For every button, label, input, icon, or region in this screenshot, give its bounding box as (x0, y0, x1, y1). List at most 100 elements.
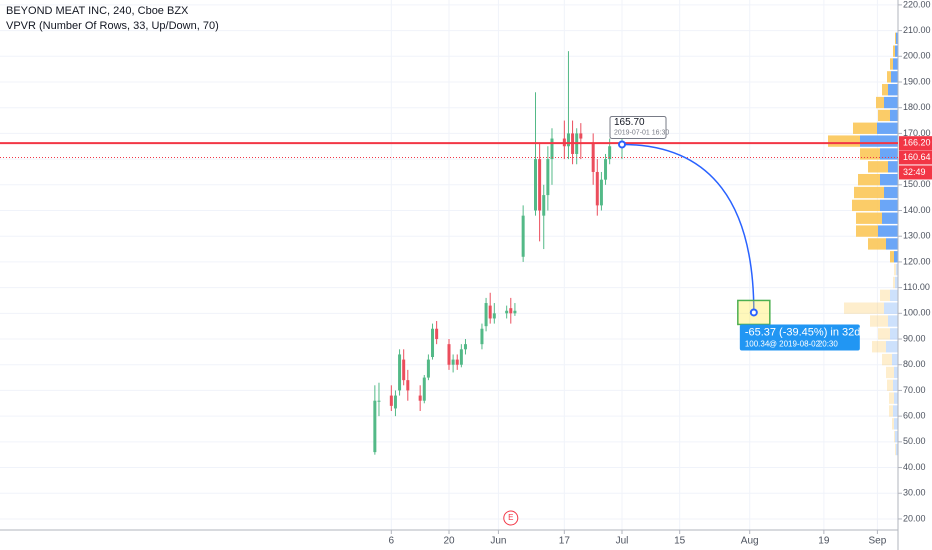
x-tick-label: Jul (616, 536, 629, 547)
candle-body (431, 328, 435, 358)
candle-body (463, 344, 467, 350)
volume-down (894, 263, 896, 276)
volume-down (880, 289, 890, 302)
candle-body (418, 395, 422, 401)
volume-down (887, 71, 891, 83)
volume-up (893, 405, 898, 417)
volume-up (884, 186, 898, 199)
volume-down (853, 122, 877, 134)
measure-end (749, 308, 758, 317)
volume-down (860, 148, 880, 160)
volume-up (895, 431, 898, 443)
candle-body (521, 215, 525, 257)
y-tick-label: 220.00 (903, 0, 931, 9)
volume-up (882, 212, 898, 224)
x-tick-label: 19 (818, 536, 830, 547)
y-tick-label: 130.00 (903, 231, 931, 241)
volume-up (891, 71, 898, 83)
y-tick-label: 50.00 (903, 436, 926, 446)
y-tick-label: 210.00 (903, 25, 931, 35)
volume-up (878, 225, 898, 237)
volume-up (880, 199, 898, 212)
candle-body (513, 310, 517, 314)
tooltip-time: 2019-07-01 16:30 (614, 129, 669, 136)
prev-price-label: 160.64 (903, 152, 931, 162)
candle-body (509, 308, 513, 314)
volume-down (828, 135, 860, 147)
volume-up (890, 289, 898, 302)
earnings-marker (503, 510, 519, 526)
measure-date: @ 2019-08-02 (769, 340, 821, 349)
measure-arc (622, 143, 755, 313)
candle-body (455, 359, 459, 365)
volume-up (880, 148, 898, 160)
y-tick-label: 120.00 (903, 256, 931, 266)
candle-body (389, 395, 393, 406)
volume-up (896, 443, 898, 456)
volume-down (868, 161, 888, 173)
volume-up (880, 173, 898, 186)
volume-up (894, 392, 898, 404)
volume-down (892, 418, 894, 430)
volume-down (895, 443, 896, 456)
x-tick-label: Jun (490, 536, 506, 547)
volume-down (895, 32, 896, 44)
candle-body (542, 195, 546, 216)
y-tick-label: 20.00 (903, 513, 926, 523)
volume-up (860, 135, 898, 147)
volume-up (886, 341, 898, 353)
candle-body (422, 377, 426, 401)
candle-body (426, 359, 430, 378)
candle-body (484, 303, 488, 327)
candle-body (505, 310, 509, 314)
tooltip-price: 165.70 (614, 117, 645, 128)
volume-down (868, 238, 886, 250)
indicator-label: VPVR (Number Of Rows, 33, Up/Down, 70) (6, 20, 219, 32)
x-tick-label: Aug (741, 536, 759, 547)
volume-down (872, 341, 886, 353)
volume-down (878, 109, 890, 122)
volume-up (888, 315, 898, 327)
y-tick-label: 40.00 (903, 462, 926, 472)
volume-up (896, 32, 898, 44)
candle-body (550, 138, 554, 160)
candle-body (435, 328, 439, 340)
volume-down (856, 212, 882, 224)
candle-body (492, 313, 496, 319)
candle-body (546, 159, 550, 196)
candle-body (447, 344, 451, 365)
y-tick-label: 110.00 (903, 282, 930, 292)
volume-down (886, 366, 894, 379)
x-tick-label: 20 (443, 536, 455, 547)
volume-down (876, 96, 884, 109)
measure-box (739, 324, 860, 351)
volume-down (856, 225, 878, 237)
x-tick-label: 6 (389, 536, 395, 547)
candle-body (377, 400, 381, 402)
volume-down (889, 405, 893, 417)
measure-start (618, 140, 627, 149)
volume-down (882, 353, 892, 366)
volume-down (870, 315, 888, 327)
volume-up (877, 122, 898, 134)
last-price-label: 166.20 (903, 138, 931, 148)
volume-down (893, 45, 895, 57)
volume-up (890, 328, 898, 340)
volume-down (893, 276, 895, 289)
volume-down (889, 392, 894, 404)
volume-up (894, 418, 898, 430)
volume-down (878, 328, 890, 340)
measure-time: 20:30 (818, 340, 839, 349)
volume-up (888, 161, 898, 173)
volume-up (890, 109, 898, 122)
volume-up (886, 238, 898, 250)
measure-text: -65.37 (-39.45%) in 32d 4h (745, 326, 876, 338)
candle-body (480, 328, 484, 345)
y-tick-label: 60.00 (903, 411, 926, 421)
volume-down (858, 173, 880, 186)
candle-body (604, 159, 608, 180)
y-tick-label: 150.00 (903, 179, 931, 189)
chart-title: BEYOND MEAT INC, 240, Cboe BZX (6, 5, 189, 17)
